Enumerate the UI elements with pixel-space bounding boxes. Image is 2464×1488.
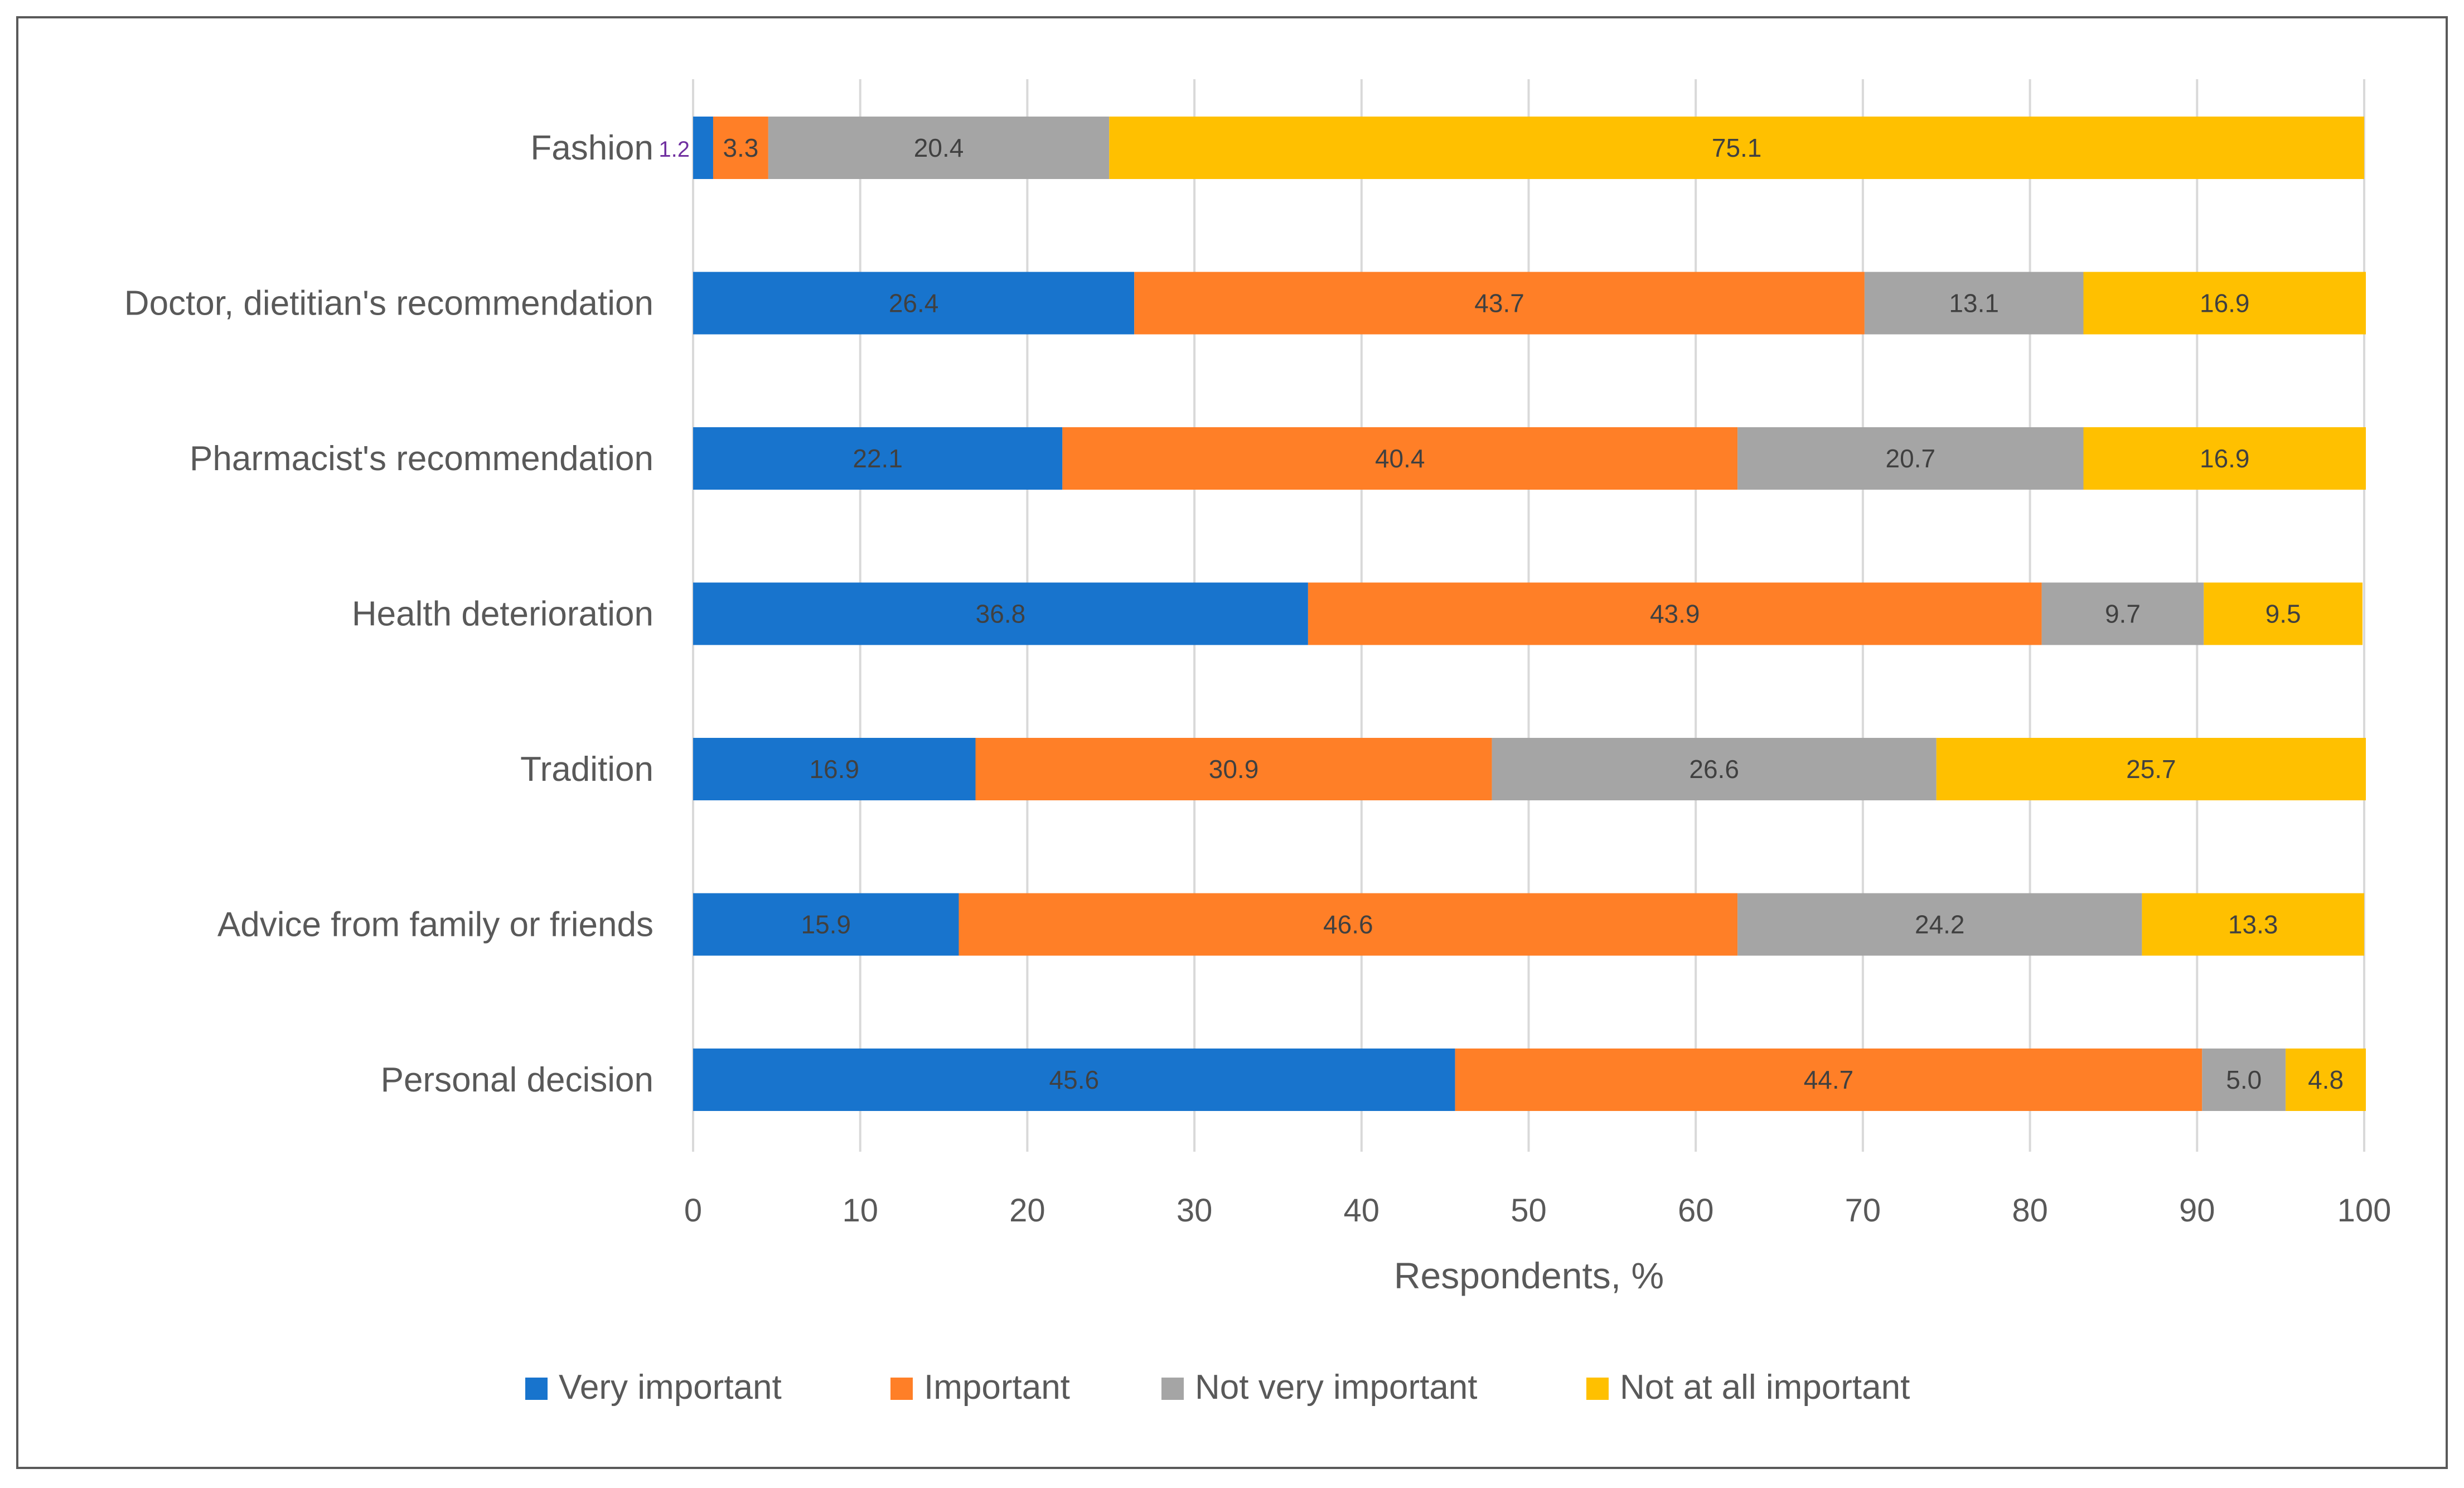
legend-item-not-at-all-important: Not at all important <box>1586 1368 1910 1407</box>
data-label-advice-from-family-or-friends-not-very-important: 24.2 <box>1915 910 1965 939</box>
bar-advice-from-family-or-friends-very-important <box>693 893 959 956</box>
legend-swatch-not-very-important <box>1161 1378 1184 1400</box>
bar-fashion-not-at-all-important <box>1109 117 2365 179</box>
legend-label-not-at-all-important: Not at all important <box>1620 1368 1910 1407</box>
data-label-fashion-very-important: 1.2 <box>659 137 690 162</box>
bar-doctor-dietitian-s-recommendation-very-important <box>693 272 1135 335</box>
category-label-advice-from-family-or-friends: Advice from family or friends <box>217 906 653 944</box>
bar-tradition-very-important <box>693 738 976 800</box>
data-label-doctor-dietitian-s-recommendation-very-important: 26.4 <box>889 289 939 318</box>
x-tick-label-20: 20 <box>1009 1192 1045 1229</box>
data-label-pharmacist-s-recommendation-not-very-important: 20.7 <box>1886 444 1936 473</box>
legend-item-not-very-important: Not very important <box>1161 1368 1478 1407</box>
bar-fashion-very-important <box>693 117 713 179</box>
category-label-tradition: Tradition <box>520 750 653 789</box>
bar-fashion-not-very-important <box>768 117 1110 179</box>
data-label-fashion-important: 3.3 <box>723 133 758 162</box>
bar-personal-decision-not-very-important <box>2202 1049 2286 1111</box>
x-tick-label-70: 70 <box>1845 1192 1881 1229</box>
x-tick-label-100: 100 <box>2337 1192 2392 1229</box>
bar-personal-decision-not-at-all-important <box>2286 1049 2366 1111</box>
x-tick-label-90: 90 <box>2179 1192 2215 1229</box>
data-label-tradition-very-important: 16.9 <box>809 755 859 784</box>
data-label-health-deterioration-important: 43.9 <box>1650 600 1700 629</box>
data-label-tradition-important: 30.9 <box>1209 755 1259 784</box>
data-label-advice-from-family-or-friends-important: 46.6 <box>1323 910 1373 939</box>
x-tick-label-80: 80 <box>2012 1192 2048 1229</box>
bar-health-deterioration-not-at-all-important <box>2204 582 2363 645</box>
bar-health-deterioration-important <box>1308 582 2042 645</box>
data-label-personal-decision-not-very-important: 5.0 <box>2226 1065 2262 1094</box>
value-axis: 0 10 20 30 40 50 60 70 80 90 100 <box>684 1192 2392 1229</box>
bar-tradition-not-very-important <box>1492 738 1937 800</box>
legend-label-not-very-important: Not very important <box>1195 1368 1478 1407</box>
bar-pharmacist-s-recommendation-not-at-all-important <box>2083 427 2366 490</box>
bar-health-deterioration-very-important <box>693 582 1308 645</box>
data-label-fashion-not-at-all-important: 75.1 <box>1712 133 1762 162</box>
x-tick-label-40: 40 <box>1344 1192 1380 1229</box>
bar-advice-from-family-or-friends-not-at-all-important <box>2142 893 2364 956</box>
x-tick-label-30: 30 <box>1177 1192 1213 1229</box>
legend: Very important Important Not very importan… <box>525 1368 1910 1407</box>
category-label-pharmacist-s-recommendation: Pharmacist's recommendation <box>190 439 653 478</box>
legend-swatch-important <box>890 1378 913 1400</box>
bars <box>693 117 2366 1111</box>
bar-fashion-important <box>713 117 768 179</box>
category-label-personal-decision: Personal decision <box>381 1061 653 1099</box>
data-label-health-deterioration-not-very-important: 9.7 <box>2105 600 2141 629</box>
bar-pharmacist-s-recommendation-not-very-important <box>1737 427 2084 490</box>
legend-swatch-very-important <box>525 1378 548 1400</box>
category-label-doctor-dietitian-s-recommendation: Doctor, dietitian's recommendation <box>124 284 653 323</box>
legend-item-important: Important <box>890 1368 1070 1407</box>
data-label-doctor-dietitian-s-recommendation-not-very-important: 13.1 <box>1949 289 1999 318</box>
bar-health-deterioration-not-very-important <box>2041 582 2204 645</box>
legend-label-very-important: Very important <box>559 1368 782 1407</box>
data-label-personal-decision-very-important: 45.6 <box>1049 1065 1100 1094</box>
data-label-advice-from-family-or-friends-very-important: 15.9 <box>801 910 851 939</box>
bar-advice-from-family-or-friends-important <box>959 893 1738 956</box>
data-label-pharmacist-s-recommendation-important: 40.4 <box>1375 444 1425 473</box>
data-label-pharmacist-s-recommendation-very-important: 22.1 <box>853 444 903 473</box>
legend-item-very-important: Very important <box>525 1368 782 1407</box>
data-label-tradition-not-at-all-important: 25.7 <box>2126 755 2176 784</box>
data-label-personal-decision-important: 44.7 <box>1804 1065 1854 1094</box>
category-label-health-deterioration: Health deterioration <box>352 595 653 634</box>
x-tick-label-0: 0 <box>684 1192 702 1229</box>
bar-personal-decision-very-important <box>693 1049 1455 1111</box>
data-label-fashion-not-very-important: 20.4 <box>914 133 964 162</box>
bar-doctor-dietitian-s-recommendation-important <box>1134 272 1865 335</box>
x-axis-title: Respondents, % <box>1394 1255 1664 1296</box>
data-label-health-deterioration-not-at-all-important: 9.5 <box>2265 600 2301 629</box>
data-label-tradition-not-very-important: 26.6 <box>1689 755 1739 784</box>
legend-label-important: Important <box>924 1368 1070 1407</box>
data-labels: 1.2 3.3 20.4 75.1 26.4 43.7 13.1 16.9 22.1 40.4 20… <box>659 133 2344 1094</box>
x-tick-label-60: 60 <box>1678 1192 1714 1229</box>
data-label-health-deterioration-very-important: 36.8 <box>976 600 1026 629</box>
category-axis: Fashion Doctor, dietitian's recommendatio… <box>124 129 653 1099</box>
bar-advice-from-family-or-friends-not-very-important <box>1737 893 2142 956</box>
x-tick-label-10: 10 <box>842 1192 878 1229</box>
legend-swatch-not-at-all-important <box>1586 1378 1609 1400</box>
bar-doctor-dietitian-s-recommendation-not-at-all-important <box>2083 272 2366 335</box>
bar-personal-decision-important <box>1455 1049 2202 1111</box>
data-label-doctor-dietitian-s-recommendation-important: 43.7 <box>1474 289 1524 318</box>
bar-pharmacist-s-recommendation-important <box>1062 427 1738 490</box>
data-label-personal-decision-not-at-all-important: 4.8 <box>2308 1065 2344 1094</box>
data-label-advice-from-family-or-friends-not-at-all-important: 13.3 <box>2228 910 2278 939</box>
bar-tradition-not-at-all-important <box>1936 738 2366 800</box>
category-label-fashion: Fashion <box>530 129 653 167</box>
data-label-pharmacist-s-recommendation-not-at-all-important: 16.9 <box>2200 444 2250 473</box>
bar-doctor-dietitian-s-recommendation-not-very-important <box>1864 272 2084 335</box>
data-label-doctor-dietitian-s-recommendation-not-at-all-important: 16.9 <box>2200 289 2250 318</box>
bar-pharmacist-s-recommendation-very-important <box>693 427 1063 490</box>
x-tick-label-50: 50 <box>1511 1192 1547 1229</box>
bar-tradition-important <box>975 738 1492 800</box>
